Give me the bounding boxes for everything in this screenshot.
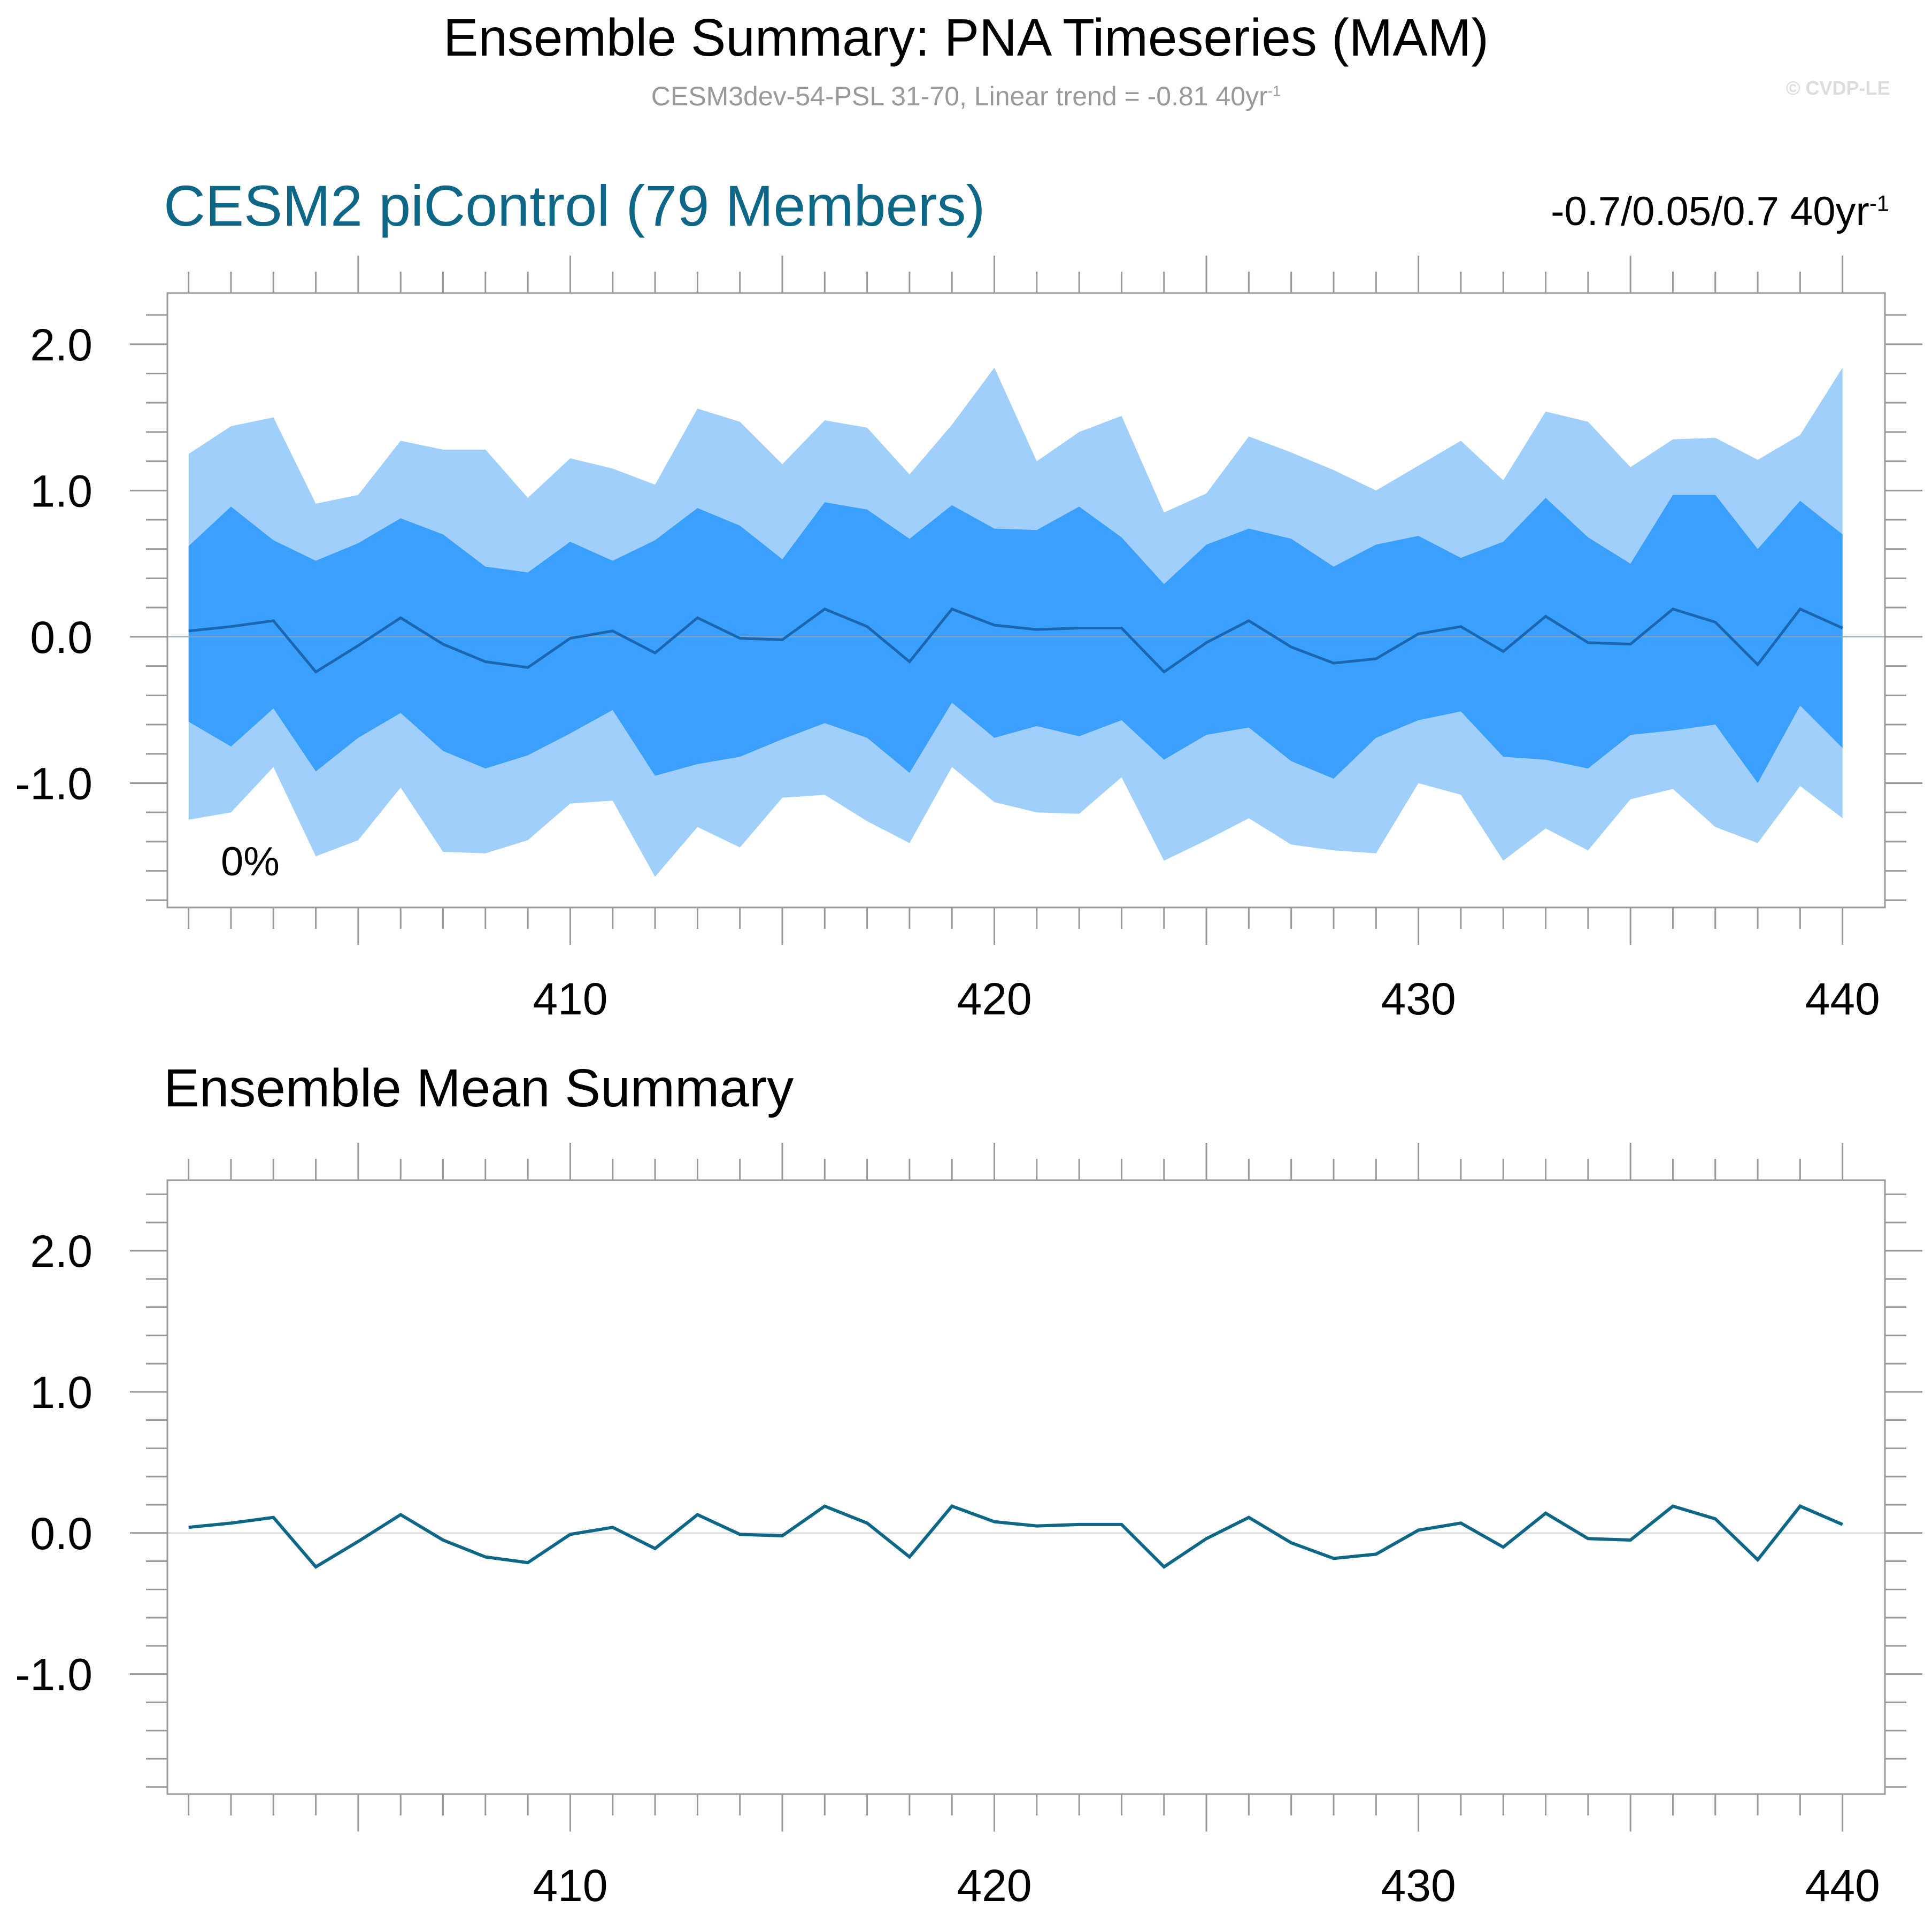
panel2-title: Ensemble Mean Summary — [164, 1058, 794, 1118]
trend-superscript: -1 — [1869, 190, 1889, 216]
panel1-p10-p90-band — [188, 495, 1843, 783]
ensemble-mean-plot: 410 420 430 440 2.0 1.0 0.0 -1.0 — [15, 1143, 1922, 1911]
panel2-x-tick-label-430: 430 — [1381, 1860, 1456, 1911]
panel2-x-tick-label-420: 420 — [957, 1860, 1032, 1911]
panel1-x-tick-label-440: 440 — [1805, 974, 1880, 1024]
panel2-x-tick-label-440: 440 — [1805, 1860, 1880, 1911]
trend-label: -0.7/0.05/0.7 40yr-1 — [1551, 187, 1889, 236]
panel1-x-tick-label-430: 430 — [1381, 974, 1456, 1024]
subtitle-text: CESM3dev-54-PSL 31-70, Linear trend = -0… — [651, 81, 1268, 111]
panel2-plot-frame — [166, 1179, 1886, 1795]
panel2-x-tick-label-410: 410 — [533, 1860, 607, 1911]
panel1-plot-frame — [166, 292, 1886, 909]
panel2-y-tick-label-1: 1.0 — [30, 1367, 93, 1418]
panel2-y-tick-label-0: 2.0 — [30, 1226, 93, 1276]
panel1-y-tick-label-3: -1.0 — [15, 758, 93, 809]
panel1-x-tick-label-410: 410 — [533, 974, 607, 1024]
panel2-y-tick-label-2: 0.0 — [30, 1509, 93, 1559]
panel1-x-tick-label-420: 420 — [957, 974, 1032, 1024]
panel1-y-tick-label-1: 1.0 — [30, 466, 93, 516]
chart-main-title: Ensemble Summary: PNA Timeseries (MAM) — [443, 8, 1489, 67]
panel1-y-tick-label-0: 2.0 — [30, 320, 93, 370]
ensemble-summary-plot: 0% 410 420 430 440 2.0 1.0 0.0 -1.0 — [15, 256, 1922, 1024]
panel2-y-tick-label-3: -1.0 — [15, 1650, 93, 1700]
panel1-percent-annotation: 0% — [221, 839, 280, 884]
panel1-y-tick-label-2: 0.0 — [30, 612, 93, 663]
subtitle-superscript: -1 — [1267, 82, 1281, 99]
panel1-title: CESM2 piControl (79 Members) — [164, 173, 986, 238]
panel2-mean-line — [188, 1504, 1843, 1569]
watermark: © CVDP-LE — [1786, 77, 1890, 99]
panel1-mean-line — [188, 607, 1843, 674]
trend-text: -0.7/0.05/0.7 40yr — [1551, 189, 1869, 234]
chart-subtitle: CESM3dev-54-PSL 31-70, Linear trend = -0… — [0, 80, 1932, 112]
